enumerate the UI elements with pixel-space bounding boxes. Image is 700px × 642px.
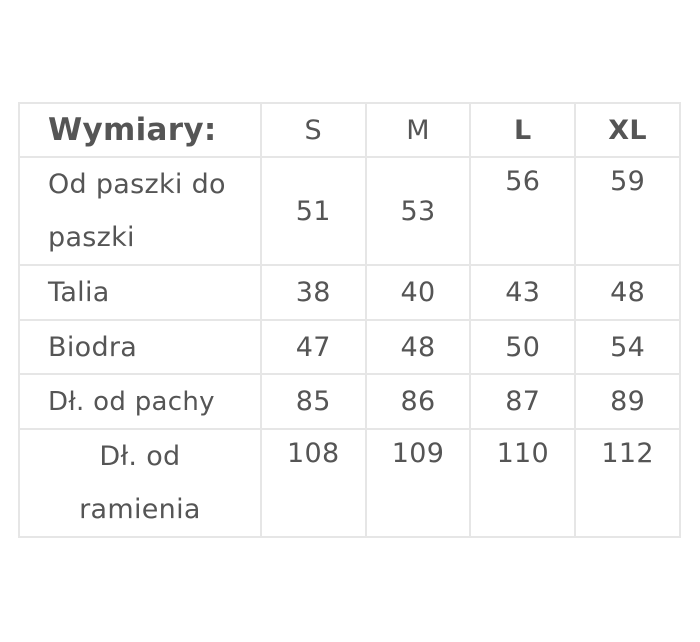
cell: 87 bbox=[469, 373, 577, 430]
cell: 54 bbox=[574, 319, 681, 375]
row-label: Biodra bbox=[18, 319, 262, 375]
cell: 59 bbox=[574, 156, 681, 266]
cell: 51 bbox=[259, 156, 367, 266]
cell: 85 bbox=[259, 373, 367, 430]
size-l: L bbox=[469, 102, 577, 158]
cell: 110 bbox=[469, 428, 577, 538]
table-row: Talia 38 40 43 48 bbox=[18, 264, 681, 321]
cell: 50 bbox=[469, 319, 577, 375]
cell: 40 bbox=[364, 264, 472, 321]
cell: 43 bbox=[469, 264, 577, 321]
cell: 86 bbox=[364, 373, 472, 430]
cell: 109 bbox=[364, 428, 472, 538]
cell: 112 bbox=[574, 428, 681, 538]
table-header-row: Wymiary: S M L XL bbox=[18, 102, 681, 158]
cell: 56 bbox=[469, 156, 577, 266]
cell: 108 bbox=[259, 428, 367, 538]
table-row: Od paszki do paszki 51 53 56 59 bbox=[18, 156, 681, 266]
row-label: Dł. od ramienia bbox=[18, 428, 262, 538]
size-m: M bbox=[364, 102, 472, 158]
row-label: Dł. od pachy bbox=[18, 373, 262, 430]
cell: 48 bbox=[364, 319, 472, 375]
cell: 53 bbox=[364, 156, 472, 266]
cell: 38 bbox=[259, 264, 367, 321]
size-s: S bbox=[259, 102, 367, 158]
size-xl: XL bbox=[574, 102, 681, 158]
table-row: Dł. od ramienia 108 109 110 112 bbox=[18, 428, 681, 538]
cell: 48 bbox=[574, 264, 681, 321]
cell: 89 bbox=[574, 373, 681, 430]
cell: 47 bbox=[259, 319, 367, 375]
row-label: Talia bbox=[18, 264, 262, 321]
table-row: Dł. od pachy 85 86 87 89 bbox=[18, 373, 681, 430]
row-label: Od paszki do paszki bbox=[18, 156, 262, 266]
size-table: Wymiary: S M L XL Od paszki do paszki 51… bbox=[18, 102, 681, 538]
table-row: Biodra 47 48 50 54 bbox=[18, 319, 681, 375]
header-label: Wymiary: bbox=[18, 102, 262, 158]
